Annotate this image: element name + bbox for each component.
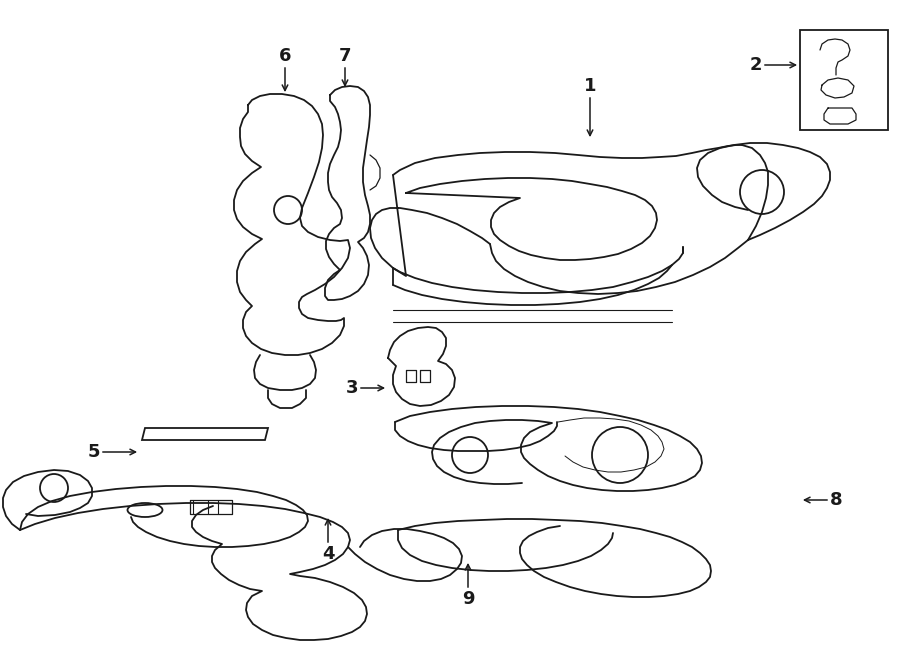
Text: 5: 5 bbox=[87, 443, 100, 461]
Text: 7: 7 bbox=[338, 47, 351, 65]
Text: 8: 8 bbox=[830, 491, 842, 509]
Polygon shape bbox=[142, 428, 268, 440]
Text: 3: 3 bbox=[346, 379, 358, 397]
Text: 2: 2 bbox=[750, 56, 762, 74]
Text: 6: 6 bbox=[279, 47, 292, 65]
Text: 9: 9 bbox=[462, 590, 474, 608]
Text: 1: 1 bbox=[584, 77, 596, 95]
Bar bbox=[800, 30, 888, 130]
Text: 4: 4 bbox=[322, 545, 334, 563]
